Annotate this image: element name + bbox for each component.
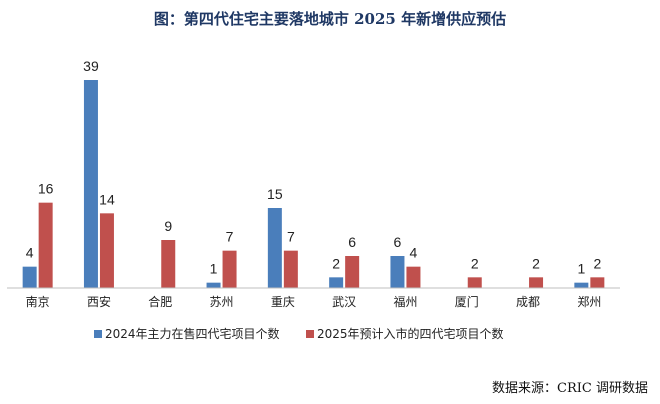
data-label: 2	[332, 255, 340, 271]
bar-series2-4	[283, 250, 298, 288]
legend-swatch	[94, 330, 102, 338]
data-label: 14	[99, 191, 115, 207]
chart-title: 图：第四代住宅主要落地城市 2025 年新增供应预估	[153, 10, 507, 28]
bar-series2-7	[467, 277, 482, 288]
category-label: 西安	[87, 294, 111, 309]
legend-label: 2024年主力在售四代宅项目个数	[105, 326, 280, 341]
bar-series1-1	[83, 80, 98, 288]
data-label: 4	[26, 245, 34, 261]
category-label: 郑州	[577, 294, 601, 309]
data-label: 2	[593, 255, 601, 271]
bar-series2-5	[345, 256, 360, 288]
category-label: 武汉	[332, 295, 356, 309]
bar-series1-0	[22, 266, 37, 288]
bar-series1-4	[267, 208, 282, 288]
bars-layer	[22, 80, 605, 288]
data-label: 9	[164, 218, 172, 234]
data-label: 2	[471, 255, 479, 271]
bar-series2-9	[590, 277, 605, 288]
category-label: 成都	[516, 295, 540, 309]
category-label: 南京	[26, 294, 50, 309]
data-label: 16	[38, 181, 54, 197]
data-label: 39	[83, 58, 99, 74]
bar-series1-6	[390, 256, 405, 288]
bar-series1-5	[329, 277, 344, 288]
category-label: 重庆	[271, 295, 295, 309]
bar-series2-2	[161, 240, 176, 288]
bar-series1-9	[574, 282, 589, 288]
bar-series2-1	[99, 213, 114, 288]
bar-series2-0	[38, 202, 53, 288]
data-source: 数据来源：CRIC 调研数据	[492, 381, 648, 396]
legend: 2024年主力在售四代宅项目个数 2025年预计入市的四代宅项目个数	[94, 326, 504, 341]
category-label: 福州	[393, 294, 417, 309]
bar-series2-3	[222, 250, 237, 288]
data-label: 1	[210, 261, 218, 277]
data-label: 7	[226, 229, 234, 245]
data-label: 4	[410, 245, 418, 261]
data-label: 6	[394, 234, 402, 250]
category-label: 厦门	[455, 294, 479, 309]
data-label: 7	[287, 229, 295, 245]
bar-series2-8	[529, 277, 544, 288]
data-label: 15	[267, 186, 283, 202]
data-label: 6	[348, 234, 356, 250]
bar-series2-6	[406, 266, 421, 288]
legend-label: 2025年预计入市的四代宅项目个数	[317, 326, 504, 341]
category-label: 合肥	[148, 294, 172, 309]
category-label: 苏州	[210, 295, 234, 309]
data-label: 1	[577, 261, 585, 277]
bar-series1-3	[206, 282, 221, 288]
data-label: 2	[532, 255, 540, 271]
legend-swatch	[306, 330, 314, 338]
